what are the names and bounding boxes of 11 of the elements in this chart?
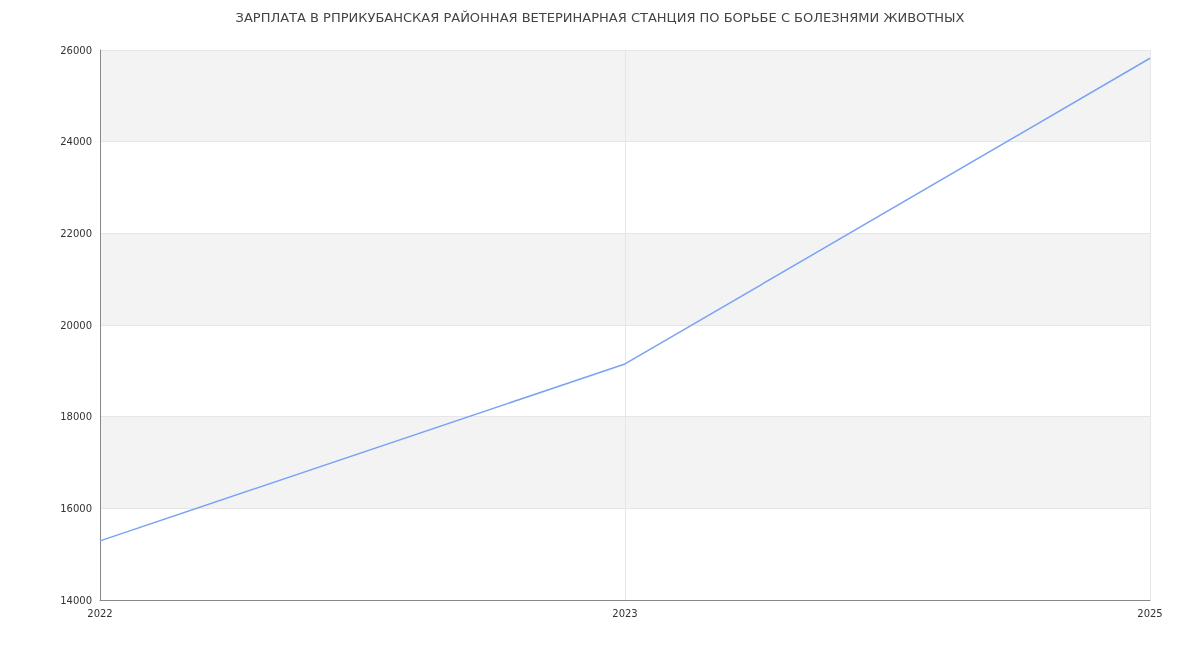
y-tick-label: 20000: [60, 319, 92, 331]
y-tick-label: 24000: [60, 136, 92, 148]
x-tick-label: 2023: [612, 607, 638, 619]
chart-title: ЗАРПЛАТА В РПРИКУБАНСКАЯ РАЙОННАЯ ВЕТЕРИНАРНАЯ СТАНЦИЯ ПО БОРЬБЕ С БОЛЕЗНЯМИ ЖИВОТНЫХ: [235, 10, 965, 25]
y-tick-label: 18000: [60, 411, 92, 423]
y-tick-label: 22000: [60, 227, 92, 239]
y-tick-label: 26000: [60, 44, 92, 56]
x-tick-label: 2022: [87, 607, 113, 619]
y-tick-label: 16000: [60, 502, 92, 514]
x-tick-label: 2025: [1137, 607, 1163, 619]
y-tick-label: 14000: [60, 594, 92, 606]
